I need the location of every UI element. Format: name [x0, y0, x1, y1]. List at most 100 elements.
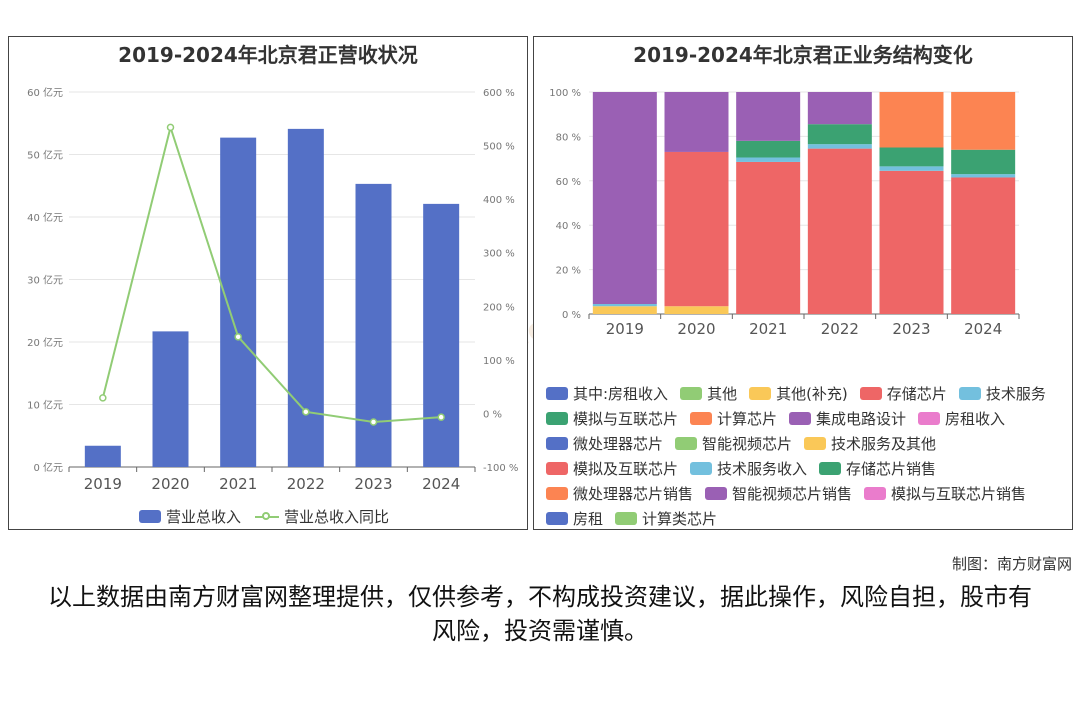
legend-item[interactable]: 智能视频芯片 — [675, 433, 792, 454]
legend-item-revenue-yoy[interactable]: 营业总收入同比 — [255, 506, 389, 527]
legend-swatch — [864, 487, 887, 500]
y-right-tick-label: 100 % — [483, 356, 515, 367]
legend-item[interactable]: 模拟及互联芯片 — [546, 458, 678, 479]
legend-label: 营业总收入同比 — [284, 508, 390, 526]
stacked-bar-segment — [879, 92, 944, 148]
x-tick-label: 2021 — [219, 475, 257, 493]
stacked-bar-segment — [736, 161, 801, 314]
legend-item[interactable]: 微处理器芯片销售 — [546, 483, 693, 504]
x-tick-label: 2019 — [606, 320, 644, 338]
stacked-bar-segment — [736, 157, 801, 162]
legend-item[interactable]: 计算类芯片 — [615, 508, 717, 529]
legend-swatch — [819, 462, 842, 475]
stacked-bar-segment — [664, 306, 729, 314]
chart-credit: 制图：南方财富网 — [951, 555, 1072, 573]
legend-label: 模拟及互联芯片 — [573, 460, 679, 478]
legend-label: 其他 — [707, 385, 738, 403]
y-left-tick-label: 40 亿元 — [27, 211, 63, 224]
legend-row: 模拟与互联芯片 计算芯片 集成电路设计 房租收入 — [546, 406, 1066, 431]
stacked-bar-segment — [736, 92, 801, 141]
stacked-bar-segment — [951, 149, 1016, 175]
business-structure-chart-legend: 其中:房租收入 其他 其他(补充) 存储芯片 技术服务模拟与互联芯片 计算芯片 集成电路设计… — [546, 381, 1066, 531]
legend-row: 微处理器芯片 智能视频芯片 技术服务及其他 — [546, 431, 1066, 456]
legend-swatch — [546, 487, 568, 500]
legend-swatch — [789, 412, 812, 425]
point-revenue-yoy — [369, 418, 378, 426]
legend-label: 集成电路设计 — [816, 410, 907, 428]
legend-swatch — [139, 510, 161, 523]
legend-item[interactable]: 技术服务及其他 — [804, 433, 936, 454]
stacked-bar-segment — [664, 151, 729, 307]
point-revenue-yoy — [302, 408, 310, 416]
legend-item[interactable]: 计算芯片 — [690, 408, 777, 429]
legend-item[interactable]: 其他 — [680, 383, 737, 404]
legend-item[interactable]: 技术服务 — [958, 383, 1046, 404]
legend-swatch — [705, 487, 728, 500]
x-tick-label: 2022 — [287, 475, 325, 493]
legend-item[interactable]: 存储芯片 — [859, 383, 947, 404]
x-tick-label: 2023 — [354, 475, 392, 493]
business-structure-chart-title: 2019-2024年北京君正业务结构变化 — [633, 43, 973, 67]
legend-swatch — [690, 412, 713, 425]
legend-label: 智能视频芯片 — [702, 435, 793, 453]
legend-swatch — [546, 462, 568, 475]
legend-label: 模拟与互联芯片 — [573, 410, 679, 428]
y-left-tick-label: 10 亿元 — [27, 399, 63, 412]
legend-swatch — [546, 412, 568, 425]
legend-swatch — [804, 437, 827, 450]
legend-item[interactable]: 微处理器芯片 — [546, 433, 663, 454]
y-right-tick-label: 200 % — [483, 302, 515, 313]
x-tick-label: 2021 — [749, 320, 787, 338]
legend-item[interactable]: 房租 — [546, 508, 603, 529]
point-revenue-yoy — [234, 333, 242, 341]
y-left-tick-label: 0 亿元 — [33, 461, 63, 474]
legend-label: 房租收入 — [945, 410, 1006, 428]
legend-row: 房租 计算类芯片 — [546, 506, 1066, 531]
legend-swatch — [675, 437, 698, 450]
legend-item[interactable]: 智能视频芯片销售 — [705, 483, 852, 504]
y-tick-label: 100 % — [549, 88, 581, 99]
business-structure-chart-plot: 0 % 20 % 40 % 60 % 80 % 100 % 2019 2020 2021 2022… — [549, 88, 1020, 338]
stacked-bar-segment — [951, 177, 1016, 314]
stacked-bar-segment — [951, 174, 1016, 178]
y-left-tick-label: 30 亿元 — [27, 274, 63, 287]
legend-swatch — [918, 412, 941, 425]
legend-row: 模拟及互联芯片 技术服务收入 存储芯片销售 — [546, 456, 1066, 481]
legend-label: 存储芯片 — [886, 385, 947, 403]
legend-label: 技术服务及其他 — [831, 435, 937, 453]
revenue-chart-panel: 2019-2024年北京君正营收状况 0 亿元 10 亿元 20 亿元 30 亿元 40… — [8, 36, 528, 530]
y-tick-label: 40 % — [556, 221, 581, 232]
stacked-bar-segment — [879, 147, 944, 167]
point-revenue-yoy — [99, 394, 107, 402]
legend-swatch — [690, 462, 713, 475]
y-tick-label: 60 % — [556, 177, 581, 188]
legend-item[interactable]: 存储芯片销售 — [819, 458, 936, 479]
legend-item[interactable]: 集成电路设计 — [789, 408, 906, 429]
stacked-bar-segment — [592, 306, 657, 314]
legend-item-revenue[interactable]: 营业总收入 — [139, 506, 241, 527]
stacked-bar-segment — [879, 166, 944, 171]
legend-label: 微处理器芯片销售 — [573, 485, 694, 503]
legend-item[interactable]: 模拟与互联芯片 — [546, 408, 678, 429]
legend-item[interactable]: 技术服务收入 — [690, 458, 807, 479]
legend-item[interactable]: 房租收入 — [918, 408, 1005, 429]
legend-item[interactable]: 其中:房租收入 — [546, 383, 668, 404]
bar-revenue — [220, 137, 257, 467]
bar-revenue — [152, 331, 189, 467]
x-tick-label: 2024 — [422, 475, 460, 493]
legend-item[interactable]: 模拟与互联芯片销售 — [864, 483, 1026, 504]
legend-row: 其中:房租收入 其他 其他(补充) 存储芯片 技术服务 — [546, 381, 1066, 406]
stacked-bar-segment — [592, 92, 657, 305]
stacked-bar-segment — [807, 148, 872, 314]
y-left-tick-label: 50 亿元 — [27, 149, 63, 162]
revenue-chart-title: 2019-2024年北京君正营收状况 — [118, 43, 418, 67]
legend-swatch — [749, 387, 772, 400]
stacked-bar-segment — [951, 92, 1016, 150]
legend-label: 其中:房租收入 — [573, 385, 669, 403]
y-left-tick-label: 60 亿元 — [27, 86, 63, 99]
y-left-tick-label: 20 亿元 — [27, 336, 63, 349]
x-tick-label: 2023 — [892, 320, 930, 338]
legend-item[interactable]: 其他(补充) — [749, 383, 848, 404]
stacked-bar-segment — [807, 124, 872, 145]
line-revenue-yoy — [101, 123, 442, 424]
